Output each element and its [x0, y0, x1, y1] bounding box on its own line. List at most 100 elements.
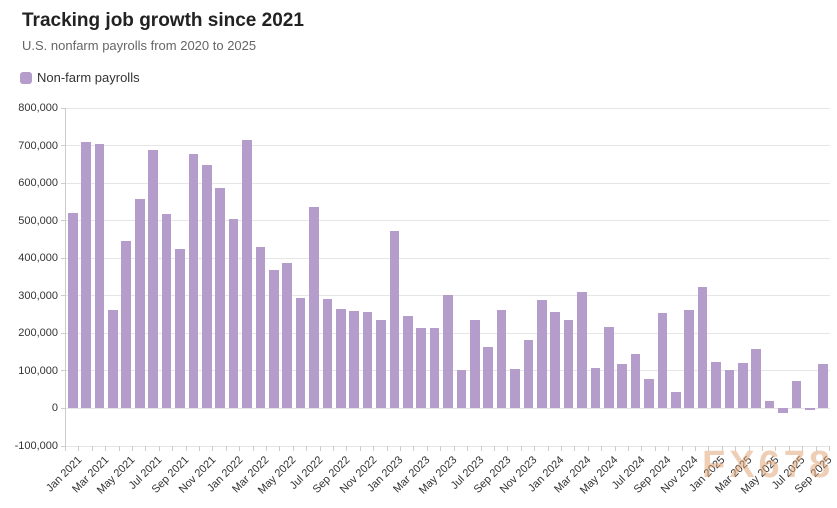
bar-sep-2025	[818, 363, 829, 409]
bar-jan-2022	[228, 219, 239, 409]
y-axis-label: 600,000	[18, 177, 58, 190]
bar-oct-2021	[188, 154, 199, 409]
bar-apr-2022	[268, 270, 279, 409]
x-axis-tick	[480, 446, 482, 451]
y-axis-label: 400,000	[18, 252, 58, 265]
bar-sep-2021	[175, 249, 185, 409]
bar-nov-2023	[523, 340, 534, 409]
bar-may-2025	[764, 401, 775, 409]
chart-title: Tracking job growth since 2021	[22, 10, 304, 31]
x-axis-tick	[775, 446, 777, 451]
x-axis-tick	[574, 446, 576, 451]
x-axis-tick	[829, 446, 830, 451]
y-axis-tick	[61, 257, 65, 259]
bar-dec-2024	[697, 287, 708, 409]
bar-sep-2022	[335, 308, 346, 409]
y-axis-tick	[61, 182, 65, 184]
bar-may-2021	[121, 240, 132, 409]
bar-dec-2021	[215, 187, 225, 409]
x-axis-tick	[534, 446, 536, 451]
x-axis-tick	[91, 446, 93, 451]
legend-item-nonfarm-payrolls[interactable]: Non-farm payrolls	[20, 70, 140, 85]
bar-jul-2021	[148, 149, 158, 409]
y-axis-tick	[61, 445, 65, 447]
gridline	[66, 257, 830, 259]
x-axis-tick	[708, 446, 710, 451]
bar-apr-2023	[429, 328, 440, 409]
bar-jan-2023	[389, 231, 400, 409]
y-axis: 800,000 700,000 600,000 500,000 400,000 300,0…	[0, 102, 65, 452]
x-axis-tick	[748, 446, 750, 451]
x-axis-tick	[386, 446, 388, 451]
gridline	[66, 220, 830, 222]
x-axis-tick	[681, 446, 683, 451]
x-axis-tick	[266, 446, 268, 451]
bar-sep-2024	[657, 312, 668, 409]
x-axis-tick	[467, 446, 469, 451]
gridline	[66, 145, 830, 147]
x-axis-tick	[400, 446, 402, 451]
x-axis-tick	[145, 446, 147, 451]
bar-aug-2022	[322, 298, 333, 409]
bar-mar-2023	[416, 328, 426, 409]
x-axis-tick	[199, 446, 201, 451]
bar-sep-2023	[496, 310, 507, 409]
x-axis: Jan 2021 Mar 2021 May 2021 Jul 2021 Sep 2021…	[44, 446, 835, 508]
x-axis-tick	[520, 446, 522, 451]
x-axis-tick	[721, 446, 723, 451]
bar-aug-2023	[483, 346, 494, 409]
bar-feb-2022	[242, 140, 252, 409]
x-axis-tick	[292, 446, 294, 451]
bar-mar-2025	[738, 363, 748, 409]
bar-mar-2024	[577, 292, 587, 409]
bar-apr-2025	[751, 349, 762, 409]
x-axis-tick	[252, 446, 254, 451]
gridline	[66, 107, 830, 109]
x-axis-tick	[815, 446, 817, 451]
legend-swatch-icon	[20, 71, 32, 84]
x-axis-tick	[788, 446, 790, 451]
x-axis-tick	[802, 446, 804, 451]
x-axis-tick	[601, 446, 603, 451]
bar-oct-2022	[349, 310, 359, 409]
gridline	[66, 445, 830, 447]
x-axis-tick	[654, 446, 656, 451]
bar-mar-2022	[255, 246, 266, 409]
plot-area	[65, 107, 830, 447]
y-axis-label: 500,000	[18, 214, 58, 227]
y-axis-label: 300,000	[18, 289, 58, 302]
x-axis-tick	[627, 446, 629, 451]
x-axis-tick	[333, 446, 335, 451]
x-axis-tick	[440, 446, 442, 451]
bar-jan-2021	[67, 213, 78, 409]
x-axis-tick	[547, 446, 549, 451]
bar-dec-2022	[376, 319, 386, 409]
bar-mar-2021	[94, 144, 105, 409]
x-axis-tick	[735, 446, 737, 451]
bar-jun-2021	[134, 199, 145, 409]
x-axis-tick	[668, 446, 670, 451]
x-axis-tick	[373, 446, 375, 451]
bar-jul-2022	[309, 206, 319, 409]
bar-jan-2024	[550, 312, 561, 409]
x-axis-tick	[413, 446, 415, 451]
bar-jun-2023	[456, 370, 467, 409]
bar-may-2023	[443, 294, 453, 409]
x-axis-tick	[105, 446, 107, 451]
bar-feb-2023	[402, 316, 413, 409]
x-axis-tick	[118, 446, 120, 451]
bar-dec-2023	[536, 299, 547, 409]
bar-feb-2024	[563, 319, 574, 409]
x-axis-tick	[225, 446, 227, 451]
y-axis-tick	[61, 145, 65, 147]
x-axis-tick	[132, 446, 134, 451]
y-axis-label: 0	[51, 402, 58, 415]
y-axis-label: -100,000	[14, 440, 58, 452]
bar-oct-2023	[510, 369, 520, 409]
bar-apr-2021	[108, 309, 118, 409]
x-axis-tick	[694, 446, 696, 451]
x-axis-tick	[346, 446, 348, 451]
x-axis-tick	[212, 446, 214, 451]
bar-aug-2025	[805, 408, 815, 410]
x-axis-tick	[279, 446, 281, 451]
